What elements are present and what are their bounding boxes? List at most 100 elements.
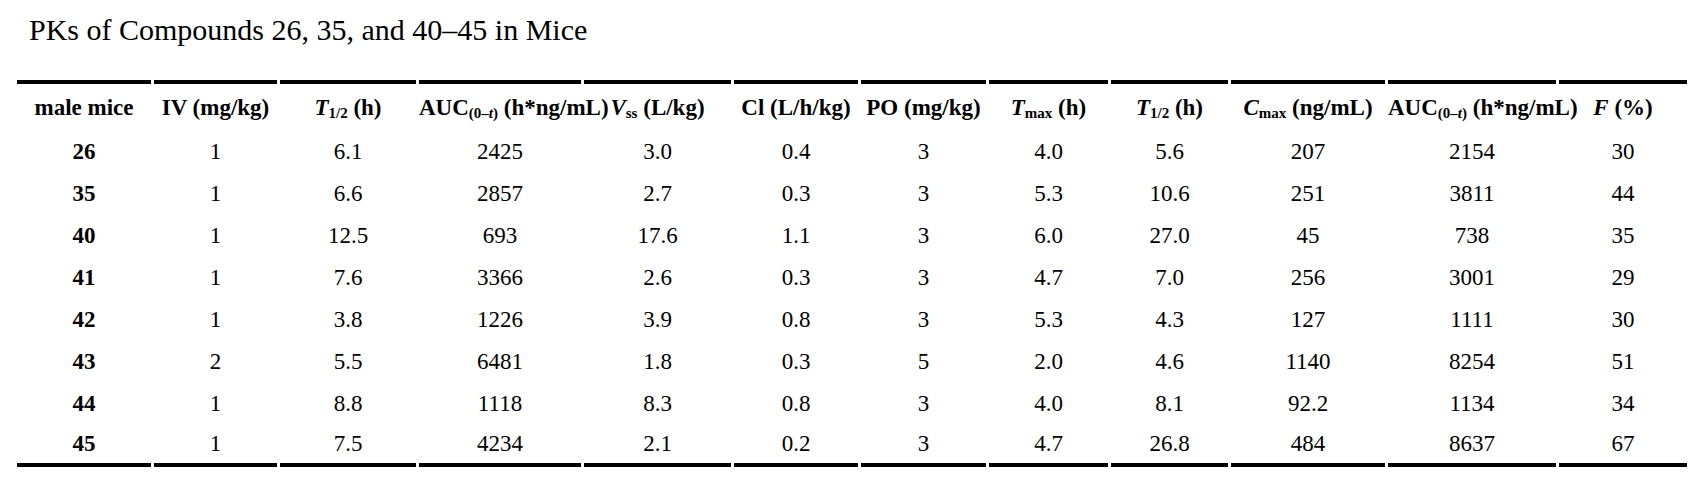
cell-iv-dose: 2: [154, 341, 277, 383]
cell-vss: 2.1: [584, 425, 731, 467]
table-row: 35 1 6.6 2857 2.7 0.3 3 5.3 10.6 251 381…: [17, 173, 1687, 215]
cell-cmax: 45: [1231, 215, 1385, 257]
col-header-male-mice: male mice: [17, 80, 151, 131]
cell-cl: 0.8: [734, 299, 858, 341]
compound-id: 40: [17, 215, 151, 257]
cell-cl: 0.8: [734, 383, 858, 425]
cell-po-dose: 5: [861, 341, 986, 383]
cell-po-t-half: 26.8: [1111, 425, 1228, 467]
cell-vss: 3.9: [584, 299, 731, 341]
table-row: 41 1 7.6 3366 2.6 0.3 3 4.7 7.0 256 3001…: [17, 257, 1687, 299]
table-title: PKs of Compounds 26, 35, and 40–45 in Mi…: [29, 12, 587, 48]
cell-tmax: 4.0: [989, 383, 1108, 425]
col-header-po-auc: AUC(0–t) (h*ng/mL): [1388, 80, 1556, 131]
cell-po-auc: 2154: [1388, 131, 1556, 173]
cell-f-percent: 51: [1559, 341, 1687, 383]
cell-tmax: 4.7: [989, 425, 1108, 467]
cell-po-t-half: 27.0: [1111, 215, 1228, 257]
table-row: 45 1 7.5 4234 2.1 0.2 3 4.7 26.8 484 863…: [17, 425, 1687, 467]
cell-f-percent: 29: [1559, 257, 1687, 299]
cell-cl: 0.3: [734, 341, 858, 383]
cell-cl: 0.3: [734, 257, 858, 299]
cell-po-auc: 1111: [1388, 299, 1556, 341]
table-row: 40 1 12.5 693 17.6 1.1 3 6.0 27.0 45 738…: [17, 215, 1687, 257]
cell-iv-t-half: 3.8: [280, 299, 416, 341]
cell-po-auc: 8637: [1388, 425, 1556, 467]
table-row: 42 1 3.8 1226 3.9 0.8 3 5.3 4.3 127 1111…: [17, 299, 1687, 341]
cell-po-dose: 3: [861, 299, 986, 341]
cell-po-dose: 3: [861, 257, 986, 299]
cell-iv-auc: 1118: [419, 383, 581, 425]
col-header-cl: Cl (L/h/kg): [734, 80, 858, 131]
table-row: 44 1 8.8 1118 8.3 0.8 3 4.0 8.1 92.2 113…: [17, 383, 1687, 425]
cell-f-percent: 30: [1559, 299, 1687, 341]
cell-po-dose: 3: [861, 425, 986, 467]
cell-iv-dose: 1: [154, 299, 277, 341]
col-header-po-dose: PO (mg/kg): [861, 80, 986, 131]
cell-f-percent: 44: [1559, 173, 1687, 215]
col-header-po-t-half: T1/2 (h): [1111, 80, 1228, 131]
cell-cl: 0.4: [734, 131, 858, 173]
cell-po-t-half: 4.6: [1111, 341, 1228, 383]
cell-po-auc: 1134: [1388, 383, 1556, 425]
cell-vss: 2.7: [584, 173, 731, 215]
cell-iv-dose: 1: [154, 383, 277, 425]
cell-po-auc: 738: [1388, 215, 1556, 257]
cell-iv-auc: 1226: [419, 299, 581, 341]
cell-iv-t-half: 5.5: [280, 341, 416, 383]
cell-cl: 0.3: [734, 173, 858, 215]
cell-vss: 2.6: [584, 257, 731, 299]
compound-id: 26: [17, 131, 151, 173]
col-header-iv-t-half: T1/2 (h): [280, 80, 416, 131]
cell-iv-dose: 1: [154, 173, 277, 215]
col-header-iv-auc: AUC(0–t) (h*ng/mL): [419, 80, 581, 131]
cell-cmax: 92.2: [1231, 383, 1385, 425]
col-header-iv-dose: IV (mg/kg): [154, 80, 277, 131]
cell-iv-t-half: 7.5: [280, 425, 416, 467]
cell-iv-auc: 2857: [419, 173, 581, 215]
compound-id: 43: [17, 341, 151, 383]
cell-f-percent: 67: [1559, 425, 1687, 467]
cell-po-auc: 3001: [1388, 257, 1556, 299]
compound-id: 42: [17, 299, 151, 341]
cell-cmax: 207: [1231, 131, 1385, 173]
cell-po-t-half: 10.6: [1111, 173, 1228, 215]
table-row: 43 2 5.5 6481 1.8 0.3 5 2.0 4.6 1140 825…: [17, 341, 1687, 383]
cell-cmax: 1140: [1231, 341, 1385, 383]
cell-iv-t-half: 6.6: [280, 173, 416, 215]
cell-cmax: 484: [1231, 425, 1385, 467]
cell-cmax: 127: [1231, 299, 1385, 341]
col-header-f-percent: F (%): [1559, 80, 1687, 131]
cell-vss: 1.8: [584, 341, 731, 383]
cell-iv-auc: 3366: [419, 257, 581, 299]
cell-po-t-half: 7.0: [1111, 257, 1228, 299]
cell-iv-t-half: 12.5: [280, 215, 416, 257]
pk-table: male mice IV (mg/kg) T1/2 (h) AUC(0–t) (…: [14, 80, 1690, 467]
cell-f-percent: 30: [1559, 131, 1687, 173]
cell-vss: 17.6: [584, 215, 731, 257]
col-header-tmax: Tmax (h): [989, 80, 1108, 131]
cell-iv-auc: 6481: [419, 341, 581, 383]
col-header-cmax: Cmax (ng/mL): [1231, 80, 1385, 131]
cell-cmax: 256: [1231, 257, 1385, 299]
cell-iv-auc: 4234: [419, 425, 581, 467]
cell-iv-t-half: 7.6: [280, 257, 416, 299]
cell-iv-auc: 2425: [419, 131, 581, 173]
table-row: 26 1 6.1 2425 3.0 0.4 3 4.0 5.6 207 2154…: [17, 131, 1687, 173]
compound-id: 44: [17, 383, 151, 425]
cell-po-auc: 3811: [1388, 173, 1556, 215]
cell-tmax: 5.3: [989, 173, 1108, 215]
cell-iv-t-half: 8.8: [280, 383, 416, 425]
cell-po-dose: 3: [861, 215, 986, 257]
cell-tmax: 4.0: [989, 131, 1108, 173]
cell-iv-dose: 1: [154, 215, 277, 257]
cell-po-t-half: 4.3: [1111, 299, 1228, 341]
compound-id: 35: [17, 173, 151, 215]
cell-cl: 1.1: [734, 215, 858, 257]
cell-po-dose: 3: [861, 173, 986, 215]
cell-tmax: 5.3: [989, 299, 1108, 341]
cell-tmax: 6.0: [989, 215, 1108, 257]
cell-po-dose: 3: [861, 383, 986, 425]
compound-id: 45: [17, 425, 151, 467]
cell-iv-t-half: 6.1: [280, 131, 416, 173]
